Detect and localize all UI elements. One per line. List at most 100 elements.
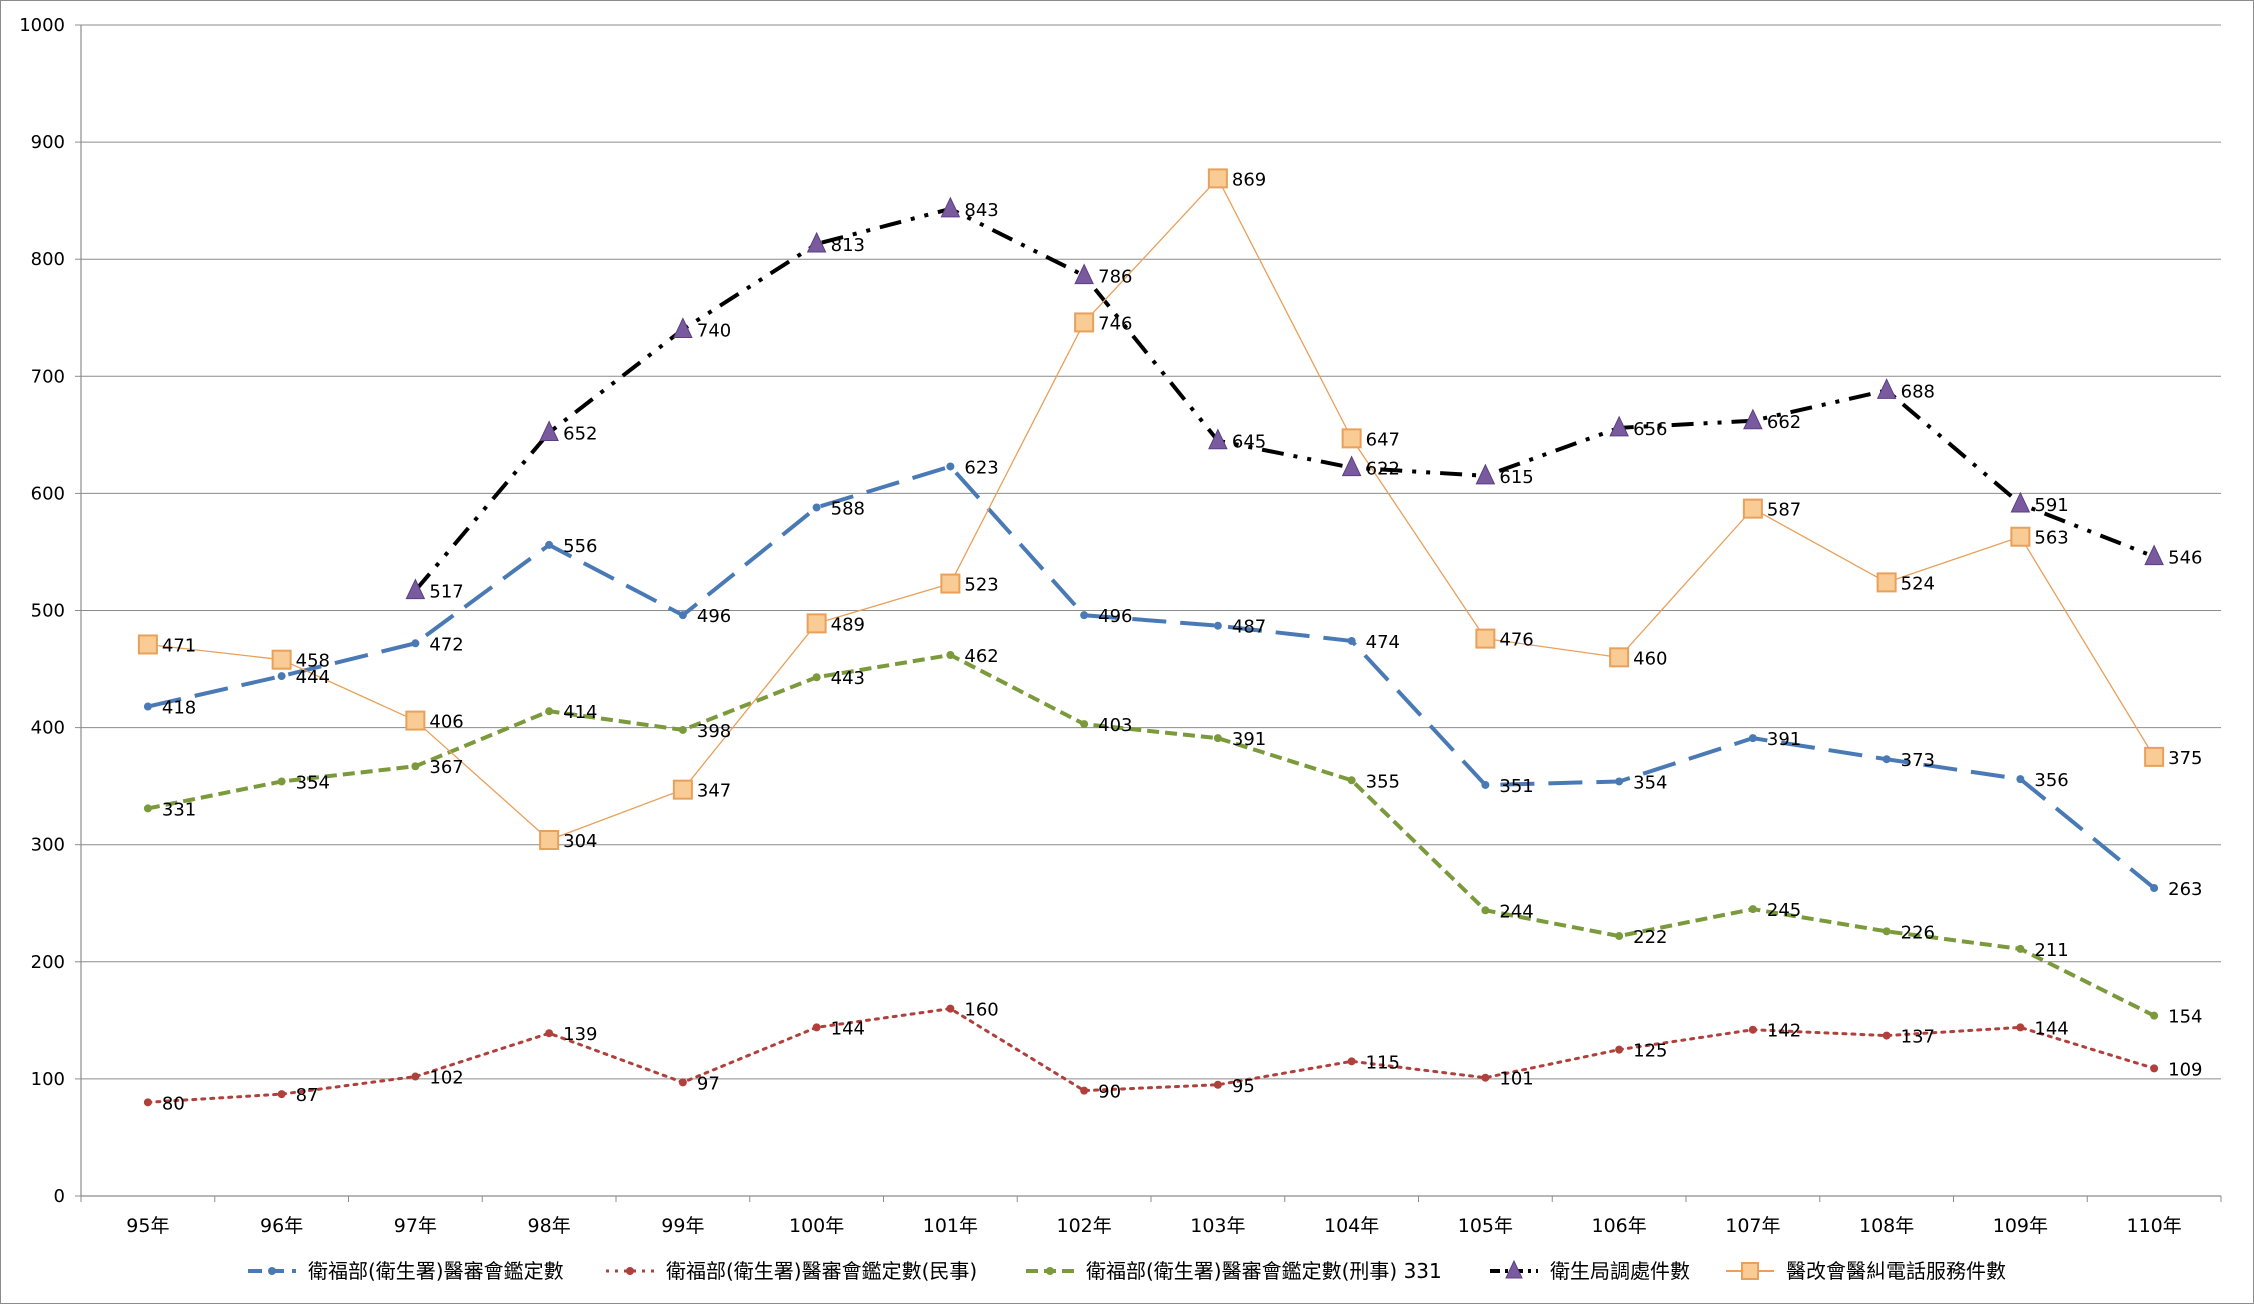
data-point-marker	[405, 710, 426, 731]
data-label: 443	[831, 668, 865, 689]
data-point-marker	[1481, 1073, 1490, 1082]
data-label: 623	[964, 457, 998, 478]
data-point-marker	[2016, 775, 2025, 784]
data-label: 351	[1499, 776, 1533, 797]
data-label: 354	[296, 772, 330, 793]
data-point-marker	[2150, 1011, 2159, 1020]
series-line	[413, 206, 2155, 592]
data-label: 95	[1232, 1076, 1255, 1097]
data-point-marker	[143, 1098, 152, 1107]
data-point-marker	[1074, 263, 1094, 285]
data-point-marker	[806, 231, 827, 253]
series-4	[405, 196, 2164, 600]
data-label: 460	[1633, 648, 1667, 669]
data-label: 489	[831, 614, 865, 635]
data-label: 656	[1633, 419, 1667, 440]
data-point-marker	[1615, 1045, 1624, 1054]
data-label: 869	[1232, 169, 1266, 190]
data-point-marker	[1748, 734, 1757, 743]
y-tick-label: 800	[31, 249, 65, 270]
series-3	[143, 650, 2159, 1020]
data-label: 688	[1901, 381, 1935, 402]
data-label: 587	[1767, 500, 1801, 521]
x-tick-label: 97年	[394, 1215, 437, 1237]
data-label: 563	[2034, 528, 2068, 549]
data-label: 355	[1366, 771, 1400, 792]
data-point-marker	[1080, 611, 1089, 620]
axis-layer: 0 100 200 300 400 500 600 700 800 900 1000 95年 96年 97…	[19, 15, 2222, 1237]
data-label: 462	[964, 646, 998, 667]
data-point-marker	[940, 196, 961, 218]
data-label: 647	[1366, 429, 1400, 450]
x-tick-label: 105年	[1458, 1215, 1513, 1237]
data-point-marker	[411, 1072, 420, 1081]
data-point-marker	[806, 613, 827, 634]
data-point-marker	[678, 725, 687, 734]
y-tick-label: 600	[31, 483, 65, 504]
data-point-marker	[1609, 415, 1629, 437]
data-point-marker	[812, 1023, 821, 1032]
data-point-marker	[1475, 463, 1496, 485]
data-label: 391	[1232, 729, 1266, 750]
data-label: 524	[1901, 573, 1935, 594]
data-label: 662	[1767, 412, 1801, 433]
y-tick-label: 300	[31, 835, 65, 856]
data-label: 160	[964, 1000, 998, 1021]
data-point-marker	[2144, 746, 2165, 767]
data-label: 523	[964, 575, 998, 596]
data-label: 356	[2034, 770, 2068, 791]
x-tick-label: 95年	[126, 1215, 169, 1237]
data-label: 331	[162, 799, 196, 820]
data-point-marker	[1341, 428, 1362, 449]
data-point-marker	[545, 540, 554, 549]
data-label: 144	[831, 1018, 865, 1039]
legend-label: 醫改會醫糾電話服務件數	[1786, 1259, 2006, 1283]
data-point-marker	[1074, 312, 1095, 333]
data-point-marker	[1347, 636, 1356, 645]
data-point-marker	[277, 1090, 286, 1099]
x-tick-label: 101年	[923, 1215, 978, 1237]
legend-label: 衛福部(衛生署)醫審會鑑定數	[308, 1259, 564, 1283]
data-point-marker	[2010, 526, 2031, 547]
y-tick-label: 700	[31, 366, 65, 387]
data-label: 87	[296, 1085, 319, 1106]
data-point-marker	[626, 1267, 634, 1275]
legend-item-5: 醫改會醫糾電話服務件數	[1726, 1259, 2006, 1283]
data-label: 375	[2168, 748, 2202, 769]
data-label: 476	[1499, 630, 1533, 651]
legend-label: 衛生局調處件數	[1550, 1259, 1690, 1283]
data-label: 144	[2034, 1018, 2068, 1039]
data-label: 588	[831, 498, 865, 519]
x-tick-label: 99年	[661, 1215, 704, 1237]
data-point-marker	[1505, 1259, 1523, 1279]
legend-label: 衛福部(衛生署)醫審會鑑定數(民事)	[666, 1259, 977, 1283]
data-point-marker	[545, 707, 554, 716]
y-tick-label: 200	[31, 952, 65, 973]
data-point-marker	[1046, 1267, 1054, 1275]
data-label: 471	[162, 635, 196, 656]
data-label: 226	[1901, 922, 1935, 943]
data-point-marker	[1615, 777, 1624, 786]
y-tick-label: 1000	[19, 15, 65, 36]
data-label: 496	[1098, 606, 1132, 627]
x-tick-label: 104年	[1324, 1215, 1379, 1237]
x-tick-label: 102年	[1056, 1215, 1111, 1237]
data-point-marker	[1876, 572, 1897, 593]
data-label: 591	[2034, 495, 2068, 516]
y-tick-label: 900	[31, 132, 65, 153]
data-point-marker	[1741, 1262, 1759, 1280]
data-label: 115	[1366, 1052, 1400, 1073]
data-point-marker	[1481, 780, 1490, 789]
data-point-marker	[2150, 884, 2159, 893]
data-label: 496	[697, 606, 731, 627]
data-point-marker	[1481, 906, 1490, 915]
data-label: 80	[162, 1093, 185, 1114]
data-point-marker	[1742, 498, 1763, 519]
data-point-marker	[1347, 1057, 1356, 1066]
data-point-marker	[271, 649, 292, 670]
data-point-marker	[1347, 776, 1356, 785]
data-label: 472	[429, 634, 463, 655]
data-label: 556	[563, 536, 597, 557]
data-point-marker	[143, 702, 152, 711]
x-tick-label: 100年	[789, 1215, 844, 1237]
